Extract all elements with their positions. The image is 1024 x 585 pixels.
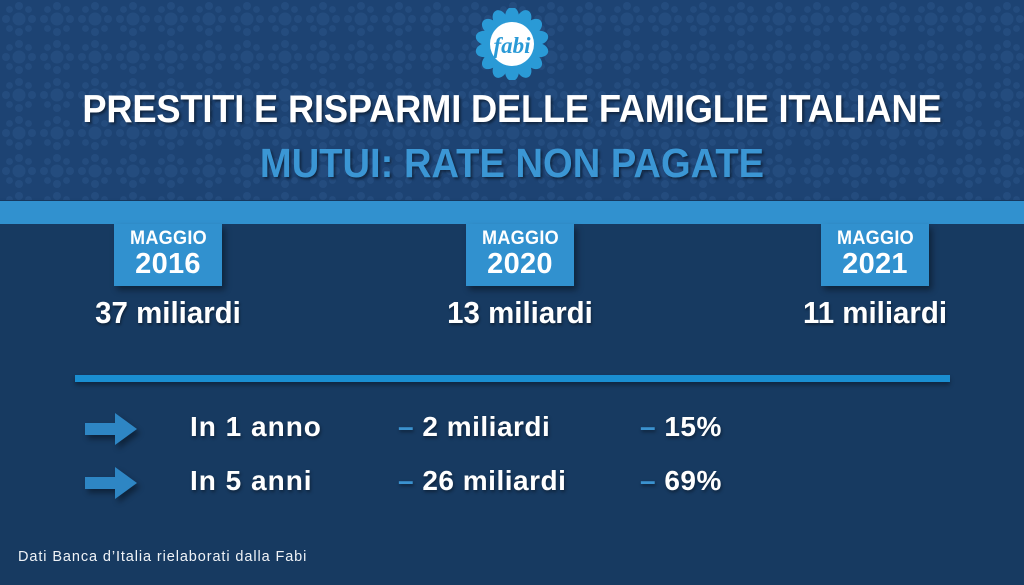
period-column: MAGGIO 2021 11 miliardi xyxy=(745,224,1005,331)
page-subtitle: MUTUI: RATE NON PAGATE xyxy=(259,140,765,186)
period-value: 37 miliardi xyxy=(95,295,241,330)
badge-wrap: MAGGIO 2020 xyxy=(390,224,650,286)
delta-row: In 1 anno – 2 miliardi – 15% xyxy=(0,404,1024,458)
period-badge: MAGGIO 2020 xyxy=(465,224,575,286)
period-year: 2021 xyxy=(842,248,908,280)
main-content: MAGGIO 2016 37 miliardi MAGGIO 2020 13 m… xyxy=(0,224,1024,585)
delta-percent: – 15% xyxy=(640,411,722,443)
badge-wrap: MAGGIO 2016 xyxy=(38,224,298,286)
section-divider-rule xyxy=(75,375,950,382)
period-badge: MAGGIO 2021 xyxy=(820,224,930,286)
percent-value: 69% xyxy=(664,465,722,496)
arrow-right-icon xyxy=(85,467,137,499)
period-year: 2016 xyxy=(135,248,201,280)
period-value: 13 miliardi xyxy=(447,295,593,330)
delta-label: In 5 anni xyxy=(190,465,313,496)
fabi-flower-logo: fabi xyxy=(475,8,549,80)
percent-value: 15% xyxy=(664,411,722,442)
badge-wrap: MAGGIO 2021 xyxy=(745,224,1005,286)
delta-label: In 1 anno xyxy=(190,411,322,442)
page-title: PRESTITI E RISPARMI DELLE FAMIGLIE ITALI… xyxy=(82,88,942,131)
period-month: MAGGIO xyxy=(129,228,207,249)
period-year: 2020 xyxy=(487,248,553,280)
minus-sign: – xyxy=(640,411,657,442)
header: fabi PRESTITI E RISPARMI DELLE FAMIGLIE … xyxy=(0,0,1024,200)
arrow-right-icon xyxy=(85,413,137,445)
period-month: MAGGIO xyxy=(481,228,559,249)
period-month: MAGGIO xyxy=(836,228,914,249)
amount-value: 2 miliardi xyxy=(422,411,551,442)
period-badge: MAGGIO 2016 xyxy=(113,224,223,286)
period-value: 11 miliardi xyxy=(802,295,948,330)
period-column: MAGGIO 2020 13 miliardi xyxy=(390,224,650,331)
source-note: Dati Banca d’Italia rielaborati dalla Fa… xyxy=(18,549,308,565)
minus-sign: – xyxy=(398,465,415,496)
delta-percent: – 69% xyxy=(640,465,722,497)
delta-amount: – 2 miliardi xyxy=(398,411,550,443)
delta-row: In 5 anni – 26 miliardi – 69% xyxy=(0,458,1024,512)
minus-sign: – xyxy=(640,465,657,496)
minus-sign: – xyxy=(398,411,415,442)
period-column: MAGGIO 2016 37 miliardi xyxy=(38,224,298,331)
periods-row: MAGGIO 2016 37 miliardi MAGGIO 2020 13 m… xyxy=(0,224,1024,364)
header-accent-band xyxy=(0,201,1024,224)
amount-value: 26 miliardi xyxy=(422,465,567,496)
deltas-list: In 1 anno – 2 miliardi – 15% In 5 anni –… xyxy=(0,404,1024,512)
logo-wordmark: fabi xyxy=(493,33,531,58)
delta-amount: – 26 miliardi xyxy=(398,465,566,497)
